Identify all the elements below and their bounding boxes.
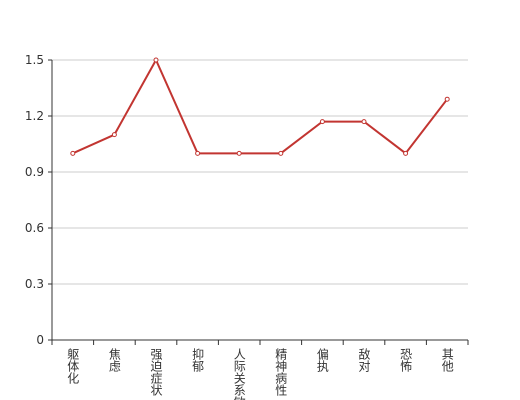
point: [361, 119, 367, 125]
point: [403, 150, 409, 156]
x-tick-label: 其他: [440, 348, 454, 372]
point: [319, 119, 325, 125]
x-tick-label: 抑郁: [191, 347, 205, 373]
point: [278, 150, 284, 156]
x-tick-label: 恐怖: [399, 348, 413, 372]
y-tick-label: 1.5: [25, 53, 44, 67]
point: [195, 150, 201, 156]
x-tick-label: 精神病性: [274, 348, 288, 397]
point: [70, 150, 76, 156]
point: [153, 57, 159, 63]
point: [236, 150, 242, 156]
point: [111, 132, 117, 138]
y-tick-label: 0.9: [25, 165, 44, 179]
x-tick-label: 焦虑: [107, 348, 121, 372]
y-tick-label: 0: [36, 333, 44, 347]
y-tick-label: 0.3: [25, 277, 44, 291]
line: [72, 57, 448, 155]
x-tick-label: 敌对: [357, 347, 371, 372]
x-tick-label: 人际关系敏感: [232, 348, 246, 400]
point: [444, 96, 450, 102]
y-tick-label: 1.2: [25, 109, 44, 123]
x-tick-label: 强迫症状: [149, 348, 163, 396]
x-tick-label: 躯体化: [66, 347, 80, 385]
x-tick-label: 偏执: [315, 347, 329, 373]
y-tick-label: 0.6: [25, 221, 44, 235]
